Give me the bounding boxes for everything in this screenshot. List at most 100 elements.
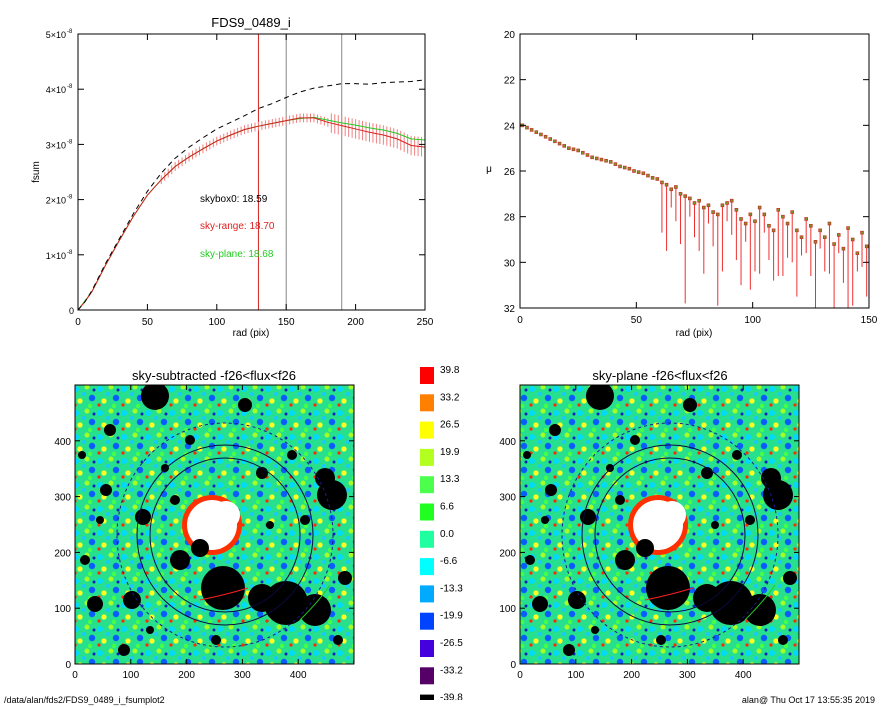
mu-data-point (646, 174, 649, 177)
fsum-series-line (78, 117, 425, 310)
mu-data-point (609, 160, 612, 163)
mu-data-point (823, 236, 826, 239)
mu-data-point (809, 224, 812, 227)
x-tick-label: 200 (178, 670, 195, 681)
mu-data-point (819, 229, 822, 232)
masked-sources (78, 385, 352, 656)
mu-data-point (791, 211, 794, 214)
mu-data-point (660, 181, 663, 184)
white-galaxy-core (182, 495, 242, 555)
mu-data-point (674, 185, 677, 188)
mu-data-point (567, 147, 570, 150)
mu-data-point (633, 170, 636, 172)
mu-data-point (591, 156, 594, 159)
y-tick-label: 28 (504, 213, 516, 224)
y-tick-exponent: -8 (67, 139, 73, 145)
mu-data-point (623, 166, 626, 169)
colorbar-label: -33.2 (440, 665, 463, 676)
colorbar-label: 6.6 (440, 502, 454, 513)
colorbar-label: -39.8 (440, 693, 463, 700)
x-tick-label: 300 (679, 670, 696, 681)
mu-data-point (628, 167, 631, 170)
mu-data-point (558, 142, 561, 145)
mu-data-point (614, 163, 617, 166)
colorbar-label: 39.8 (440, 365, 460, 376)
colorbar-label: -6.6 (440, 556, 458, 567)
colorbar-swatch (420, 394, 434, 412)
mu-data-point (744, 222, 747, 225)
colorbar-label: -26.5 (440, 638, 463, 649)
mu-data-point (721, 204, 724, 207)
colorbar-swatch (420, 612, 434, 630)
mu-data-point (535, 131, 538, 134)
mu-data-point (735, 208, 738, 211)
mu-data-point (716, 213, 719, 216)
y-tick-label: 3×10 (46, 140, 66, 150)
mu-data-point (549, 138, 552, 141)
fsum-series-line (78, 116, 425, 310)
mu-data-point (577, 149, 580, 152)
annotation-sky-range: sky-range: 18.70 (200, 221, 275, 232)
y-tick-label: 400 (499, 437, 516, 448)
x-tick-label: 100 (567, 670, 584, 681)
y-tick-label: 300 (499, 493, 516, 504)
colorbar-swatch (420, 448, 434, 466)
mu-data-point (800, 236, 803, 239)
footer-file-path: /data/alan/fds2/FDS9_0489_i_fsumplot2 (4, 695, 165, 705)
mu-data-point (828, 222, 831, 225)
mu-data-point (637, 171, 640, 174)
x-tick-label: 200 (347, 317, 364, 328)
colorbar-label: -19.9 (440, 611, 463, 622)
mu-data-point (707, 204, 710, 207)
mu-data-point (670, 188, 673, 191)
surface-brightness-plot: 0 50 100 150 20 22 24 26 28 30 32 rad (pix) μ (486, 30, 878, 339)
mu-data-point (837, 233, 840, 236)
y-tick-exponent: -8 (67, 84, 73, 90)
y-tick-label: 4×10 (46, 85, 66, 95)
x-tick-label: 50 (142, 317, 154, 328)
fsum-plot-title: FDS9_0489_i (211, 15, 291, 30)
masked-sources (523, 385, 797, 656)
mu-data-point (865, 245, 868, 248)
colorbar-label: 13.3 (440, 474, 460, 485)
y-tick-label: 20 (504, 30, 516, 41)
colorbar-label: 19.9 (440, 447, 460, 458)
colorbar-swatch (420, 667, 434, 685)
x-tick-label: 250 (417, 317, 434, 328)
colorbar-label: 26.5 (440, 420, 460, 431)
x-tick-label: 100 (208, 317, 225, 328)
mu-data-point (605, 159, 608, 162)
x-tick-label: 50 (631, 315, 643, 326)
colorbar-swatch (420, 530, 434, 548)
mu-data-point (712, 211, 715, 214)
footer-user-timestamp: alan@ Thu Oct 17 13:55:35 2019 (741, 695, 875, 705)
mu-data-point (814, 240, 817, 243)
x-tick-label: 100 (122, 670, 139, 681)
x-tick-label: 150 (861, 315, 878, 326)
mu-data-point (530, 128, 533, 131)
mu-data-point (851, 238, 854, 241)
mu-data-point (642, 172, 645, 175)
mu-data-point (688, 197, 691, 200)
colorbar: 39.8 33.2 26.5 19.9 13.3 6.6 0.0 -6.6 -13.3 -19.9… (420, 365, 463, 700)
aperture-ellipses (561, 422, 779, 648)
x-tick-label: 300 (234, 670, 251, 681)
y-tick-label: 0 (510, 660, 516, 671)
mu-data-point (693, 201, 696, 204)
colorbar-swatch (420, 694, 434, 700)
colorbar-swatch (420, 476, 434, 494)
mu-data-point (586, 154, 589, 157)
mu-data-point (684, 195, 687, 198)
y-tick-label: 2×10 (46, 196, 66, 206)
sky-subtracted-frame (74, 384, 355, 665)
y-tick-label: 200 (499, 548, 516, 559)
mu-data-point (525, 126, 528, 129)
x-tick-label: 400 (290, 670, 307, 681)
mu-data-point (656, 177, 659, 180)
annotation-skybox0: skybox0: 18.59 (200, 194, 268, 205)
mu-data-point (786, 222, 789, 225)
y-tick-label: 26 (504, 167, 516, 178)
mu-data-point (795, 229, 798, 232)
mu-data-point (753, 220, 756, 223)
x-tick-label: 200 (623, 670, 640, 681)
